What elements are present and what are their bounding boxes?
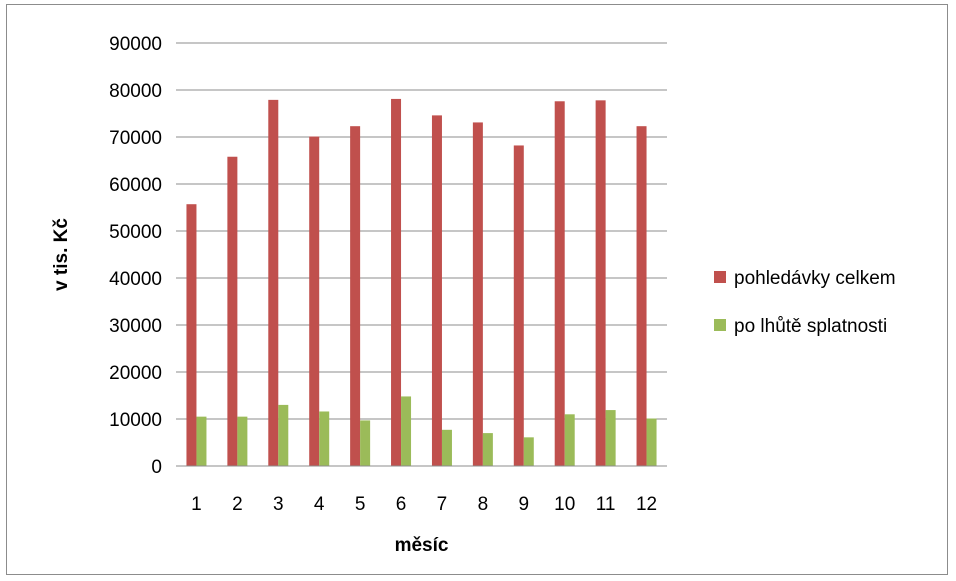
gridlines bbox=[176, 42, 667, 420]
x-tick-label: 9 bbox=[519, 494, 530, 515]
bar-po-lhute-splatnosti bbox=[360, 420, 371, 466]
bar-pohledavky-celkem bbox=[391, 98, 402, 467]
x-tick-label: 5 bbox=[355, 494, 366, 515]
legend-label: po lhůtě splatnosti bbox=[734, 316, 887, 337]
bar-po-lhute-splatnosti bbox=[605, 410, 616, 466]
x-tick-label: 12 bbox=[636, 494, 657, 515]
bar-pohledavky-celkem bbox=[513, 145, 524, 466]
x-tick-label: 11 bbox=[596, 494, 616, 515]
bar-pohledavky-celkem bbox=[636, 126, 647, 466]
y-tick-label: 40000 bbox=[109, 269, 162, 290]
y-tick-label: 0 bbox=[151, 457, 162, 478]
x-axis-title: měsíc bbox=[395, 535, 449, 556]
bar-po-lhute-splatnosti bbox=[237, 416, 248, 466]
x-tick-label: 7 bbox=[437, 494, 448, 515]
bar-po-lhute-splatnosti bbox=[646, 418, 657, 466]
bar-pohledavky-celkem bbox=[595, 100, 606, 466]
y-tick-label: 30000 bbox=[109, 316, 162, 337]
bar-po-lhute-splatnosti bbox=[278, 404, 289, 466]
bar-pohledavky-celkem bbox=[309, 136, 320, 466]
y-tick-label: 70000 bbox=[109, 128, 162, 149]
bar-pohledavky-celkem bbox=[350, 126, 361, 466]
x-tick-label: 3 bbox=[273, 494, 284, 515]
y-tick-label: 60000 bbox=[109, 175, 162, 196]
bar-po-lhute-splatnosti bbox=[523, 437, 534, 466]
y-tick-label: 10000 bbox=[109, 410, 162, 431]
bar-po-lhute-splatnosti bbox=[441, 429, 452, 466]
x-tick-label: 8 bbox=[478, 494, 489, 515]
y-tick-label: 80000 bbox=[109, 81, 162, 102]
y-axis-title: v tis. Kč bbox=[51, 218, 72, 291]
bar-po-lhute-splatnosti bbox=[482, 433, 493, 466]
y-tick-labels: 0 10000 20000 30000 40000 50000 60000 70000 8000… bbox=[109, 34, 162, 478]
x-tick-label: 4 bbox=[314, 494, 325, 515]
legend-swatch bbox=[714, 271, 726, 283]
bar-po-lhute-splatnosti bbox=[564, 414, 575, 466]
bar-pohledavky-celkem bbox=[554, 101, 565, 466]
legend-label: pohledávky celkem bbox=[734, 268, 896, 289]
x-tick-label: 10 bbox=[554, 494, 575, 515]
bar-pohledavky-celkem bbox=[186, 204, 197, 466]
y-tick-label: 50000 bbox=[109, 222, 162, 243]
bar-po-lhute-splatnosti bbox=[319, 411, 330, 466]
legend: pohledávky celkem po lhůtě splatnosti bbox=[714, 268, 896, 337]
x-tick-label: 6 bbox=[396, 494, 407, 515]
x-tick-labels: 1 2 3 4 5 6 7 8 9 10 11 12 bbox=[191, 494, 657, 515]
bars bbox=[186, 98, 657, 467]
y-tick-label: 90000 bbox=[109, 34, 162, 55]
x-tick-label: 1 bbox=[191, 494, 202, 515]
legend-swatch bbox=[714, 319, 726, 331]
bar-po-lhute-splatnosti bbox=[196, 416, 207, 466]
bar-pohledavky-celkem bbox=[268, 99, 279, 467]
bar-pohledavky-celkem bbox=[227, 156, 238, 467]
bar-pohledavky-celkem bbox=[431, 115, 442, 466]
y-tick-label: 20000 bbox=[109, 363, 162, 384]
bar-po-lhute-splatnosti bbox=[401, 396, 412, 466]
bar-pohledavky-celkem bbox=[472, 122, 483, 467]
x-tick-label: 2 bbox=[232, 494, 243, 515]
